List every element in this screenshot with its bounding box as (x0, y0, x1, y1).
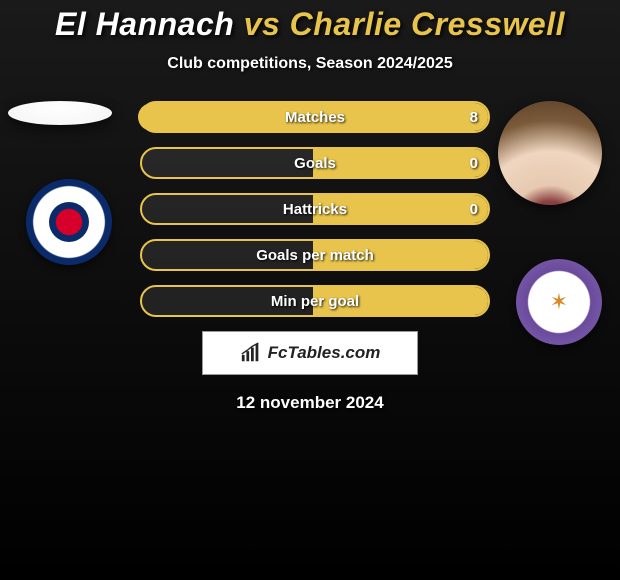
player2-club-logo (516, 259, 602, 345)
player2-name: Charlie Cresswell (290, 6, 565, 42)
branding-text: FcTables.com (268, 343, 381, 363)
player2-photo (498, 101, 602, 205)
stat-label: Goals (140, 147, 490, 179)
stat-value-p2: 0 (470, 193, 478, 225)
player1-club-logo (26, 179, 112, 265)
stat-label: Hattricks (140, 193, 490, 225)
date-text: 12 november 2024 (0, 393, 620, 413)
subtitle: Club competitions, Season 2024/2025 (0, 55, 620, 73)
stat-label: Goals per match (140, 239, 490, 271)
branding-badge: FcTables.com (202, 331, 418, 375)
stat-row: Goals per match (140, 239, 490, 271)
stat-value-p2: 8 (470, 101, 478, 133)
stat-bars: Matches8Goals0Hattricks0Goals per matchM… (140, 101, 490, 317)
stat-label: Min per goal (140, 285, 490, 317)
stat-label: Matches (140, 101, 490, 133)
stat-row: Matches8 (140, 101, 490, 133)
vs-text: vs (244, 6, 281, 42)
player1-name: El Hannach (55, 6, 234, 42)
comparison-title: El Hannach vs Charlie Cresswell (0, 0, 620, 43)
player1-photo (8, 101, 112, 125)
chart-icon (240, 342, 262, 364)
stat-row: Goals0 (140, 147, 490, 179)
stat-value-p2: 0 (470, 147, 478, 179)
stat-row: Hattricks0 (140, 193, 490, 225)
stat-row: Min per goal (140, 285, 490, 317)
comparison-panel: Matches8Goals0Hattricks0Goals per matchM… (0, 101, 620, 413)
